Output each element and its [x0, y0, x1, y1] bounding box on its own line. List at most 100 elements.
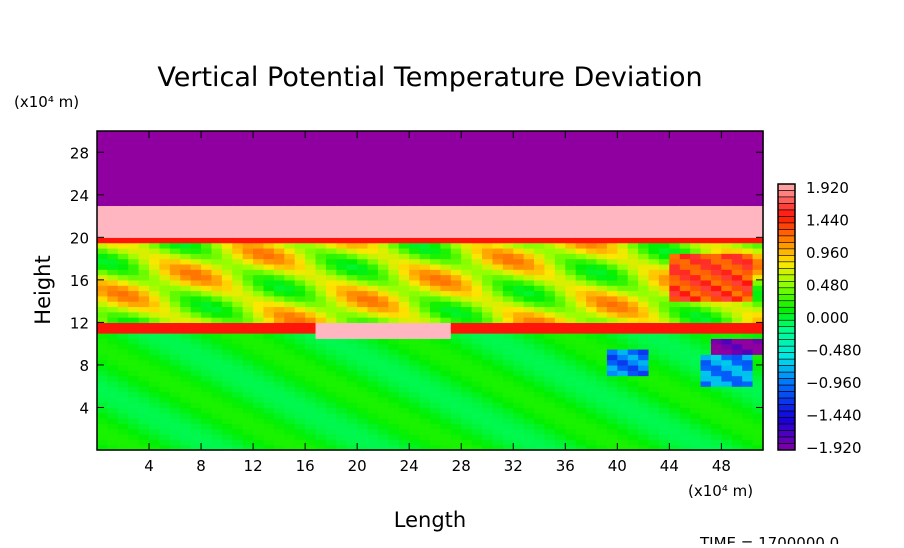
heatmap-cell	[648, 386, 660, 393]
heatmap-cell	[710, 232, 722, 238]
heatmap-cell	[367, 327, 379, 334]
heatmap-cell	[700, 439, 712, 446]
heatmap-cell	[336, 364, 348, 371]
heatmap-cell	[461, 274, 473, 281]
heatmap-cell	[742, 434, 754, 440]
heatmap-cell	[492, 423, 504, 430]
heatmap-cell	[638, 285, 650, 292]
heatmap-cell	[721, 162, 733, 169]
heatmap-cell	[534, 263, 546, 270]
heatmap-cell	[721, 301, 733, 308]
heatmap-cell	[315, 237, 327, 244]
heatmap-cell	[201, 168, 213, 175]
heatmap-cell	[731, 253, 743, 260]
heatmap-cell	[346, 216, 358, 222]
heatmap-cell	[294, 306, 306, 313]
heatmap-cell	[284, 189, 296, 196]
heatmap-cell	[138, 327, 150, 334]
heatmap-cell	[544, 434, 556, 440]
heatmap-cell	[201, 407, 213, 414]
heatmap-cell	[294, 242, 306, 249]
heatmap-cell	[221, 348, 233, 355]
heatmap-cell	[367, 274, 379, 281]
heatmap-cell	[242, 200, 254, 207]
heatmap-cell	[554, 380, 566, 387]
heatmap-cell	[201, 428, 213, 435]
heatmap-cell	[273, 253, 285, 260]
heatmap-cell	[492, 364, 504, 371]
heatmap-cell	[513, 194, 525, 201]
heatmap-cell	[471, 200, 483, 207]
heatmap-cell	[554, 402, 566, 409]
heatmap-cell	[450, 407, 462, 414]
heatmap-cell	[336, 396, 348, 403]
heatmap-cell	[534, 258, 546, 265]
heatmap-cell	[648, 317, 660, 323]
heatmap-cell	[117, 189, 129, 196]
heatmap-cell	[710, 407, 722, 414]
heatmap-cell	[721, 131, 733, 137]
heatmap-cell	[648, 322, 660, 329]
heatmap-cell	[544, 210, 556, 217]
heatmap-cell	[419, 428, 431, 435]
heatmap-cell	[201, 295, 213, 302]
heatmap-cell	[201, 247, 213, 254]
heatmap-cell	[648, 359, 660, 366]
heatmap-cell	[731, 131, 743, 137]
time-label: TIME = 1700000.0	[699, 534, 839, 544]
heatmap-cell	[107, 269, 119, 276]
heatmap-cell	[377, 194, 389, 201]
heatmap-cell	[492, 354, 504, 361]
heatmap-cell	[242, 333, 254, 339]
heatmap-cell	[221, 301, 233, 308]
heatmap-cell	[211, 269, 223, 276]
heatmap-cell	[690, 391, 702, 398]
heatmap-cell	[617, 141, 629, 148]
heatmap-cell	[325, 317, 337, 323]
heatmap-cell	[752, 146, 764, 153]
heatmap-cell	[513, 274, 525, 281]
heatmap-cell	[305, 290, 317, 297]
heatmap-cell	[367, 157, 379, 164]
heatmap-cell	[471, 237, 483, 244]
heatmap-cell	[461, 141, 473, 148]
heatmap-cell	[648, 375, 660, 382]
heatmap-cell	[617, 375, 629, 382]
heatmap-cell	[398, 263, 410, 270]
heatmap-cell	[201, 311, 213, 318]
heatmap-cell	[523, 162, 535, 169]
heatmap-cell	[284, 221, 296, 228]
heatmap-cell	[107, 317, 119, 323]
heatmap-cell	[450, 226, 462, 233]
heatmap-cell	[149, 375, 161, 382]
heatmap-cell	[336, 178, 348, 185]
heatmap-cell	[523, 258, 535, 265]
heatmap-cell	[523, 380, 535, 387]
heatmap-cell	[242, 301, 254, 308]
heatmap-cell	[284, 157, 296, 164]
heatmap-cell	[336, 290, 348, 297]
heatmap-cell	[201, 364, 213, 371]
heatmap-cell	[731, 386, 743, 393]
heatmap-cell	[596, 279, 608, 286]
heatmap-cell	[201, 301, 213, 308]
heatmap-cell	[627, 386, 639, 393]
heatmap-cell	[346, 322, 358, 329]
heatmap-cell	[586, 194, 598, 201]
heatmap-cell	[492, 152, 504, 159]
heatmap-cell	[253, 263, 265, 270]
heatmap-cell	[149, 359, 161, 366]
heatmap-cell	[419, 216, 431, 222]
heatmap-cell	[97, 200, 109, 207]
heatmap-cell	[294, 232, 306, 238]
heatmap-cell	[627, 263, 639, 270]
heatmap-cell	[471, 290, 483, 297]
heatmap-cell	[700, 423, 712, 430]
heatmap-cell	[482, 295, 494, 302]
colorbar-swatch	[777, 378, 796, 386]
heatmap-cell	[169, 333, 181, 339]
heatmap-cell	[471, 386, 483, 393]
heatmap-cell	[440, 396, 452, 403]
heatmap-cell	[419, 375, 431, 382]
heatmap-cell	[273, 301, 285, 308]
